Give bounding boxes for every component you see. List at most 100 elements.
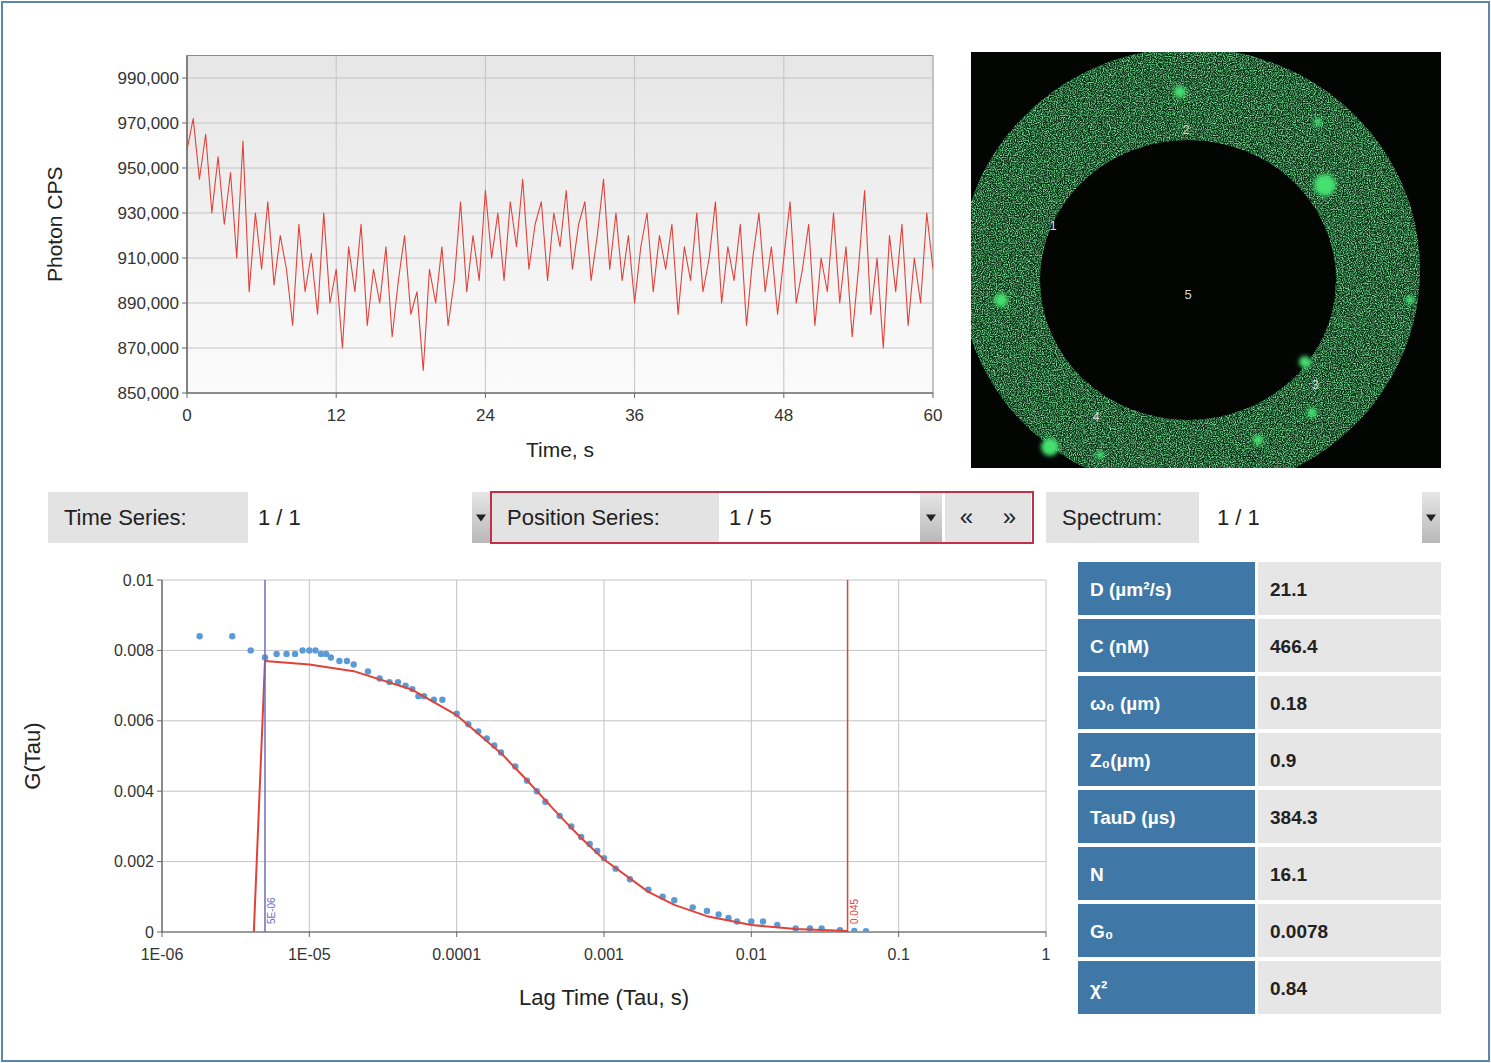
dropdown-value: 1 / 1 <box>258 505 301 530</box>
tick-x <box>336 393 337 398</box>
tick-label-y: 0.008 <box>114 642 154 659</box>
result-value: 0.18 <box>1270 693 1307 714</box>
data-point <box>299 647 305 653</box>
step-buttons-box <box>945 492 1031 543</box>
data-point <box>671 897 677 903</box>
step-button[interactable]: « <box>960 503 973 530</box>
result-value-cell <box>1258 961 1441 1014</box>
dropdown-label-box <box>491 492 719 543</box>
grid-line-x <box>187 56 188 394</box>
tick-x <box>751 932 752 937</box>
tick-x <box>456 932 457 937</box>
tick-label-x: 1E-06 <box>141 946 184 963</box>
data-point <box>365 668 371 674</box>
grid-line-x <box>456 580 457 932</box>
tick-label-y: 930,000 <box>118 204 179 223</box>
bright-spot <box>1253 435 1263 445</box>
tick-x <box>1046 932 1047 937</box>
axis-x <box>162 931 1046 932</box>
grid-line-y <box>187 348 933 349</box>
result-value-cell <box>1258 847 1441 900</box>
tick-y <box>182 348 187 349</box>
result-label-cell <box>1078 676 1255 729</box>
result-value: 0.0078 <box>1270 921 1328 942</box>
data-point <box>229 633 235 639</box>
roi-label: 2 <box>1182 122 1189 137</box>
tick-x <box>309 932 310 937</box>
plot-area <box>187 56 933 394</box>
data-point <box>196 633 202 639</box>
grid-line-y <box>187 213 933 214</box>
grid-line-x <box>933 56 934 394</box>
axis-title-x: Lag Time (Tau, s) <box>519 985 689 1010</box>
data-point <box>328 654 334 660</box>
tick-label-y: 0 <box>145 924 154 941</box>
dropdown-arrow-button[interactable] <box>1422 492 1440 543</box>
tick-label-y: 0.01 <box>123 572 154 589</box>
bright-spot <box>1174 86 1186 98</box>
tick-x <box>634 393 635 398</box>
grid-line-x <box>634 56 635 394</box>
cell-ring-base <box>971 52 1420 468</box>
tick-label-y: 990,000 <box>118 69 179 88</box>
page-border <box>2 2 1489 1061</box>
tick-label-x: 60 <box>924 406 943 425</box>
data-point <box>851 928 857 932</box>
data-point <box>292 651 298 657</box>
grid-line-x <box>309 580 310 932</box>
tick-label-y: 870,000 <box>118 339 179 358</box>
dropdown[interactable]: Time Series:1 / 1 <box>48 492 490 543</box>
tick-y <box>157 720 162 721</box>
dropdown-arrow-button[interactable] <box>920 492 942 543</box>
dropdown-label: Spectrum: <box>1062 505 1162 530</box>
grid-line-x <box>1046 580 1047 932</box>
data-point <box>312 647 318 653</box>
tick-label-x: 1 <box>1042 946 1051 963</box>
roi-label: 5 <box>1184 287 1191 302</box>
result-value: 16.1 <box>1270 864 1307 885</box>
result-value-cell <box>1258 790 1441 843</box>
bright-spot <box>994 293 1008 307</box>
grid-line-x <box>604 580 605 932</box>
bright-spot <box>1096 451 1104 459</box>
axis-y <box>161 580 162 932</box>
cursor-line <box>264 580 266 932</box>
bright-spot <box>1307 408 1317 418</box>
result-value-cell <box>1258 904 1441 957</box>
grid-line-y <box>162 932 1046 933</box>
result-value: 0.84 <box>1270 978 1307 999</box>
tick-label-y: 850,000 <box>118 384 179 403</box>
data-point <box>273 651 279 657</box>
result-label-cell <box>1078 961 1255 1014</box>
tick-y <box>182 78 187 79</box>
step-button[interactable]: » <box>1003 503 1016 530</box>
dropdown[interactable]: Spectrum:1 / 1 <box>1046 492 1440 543</box>
dropdown-label-box <box>48 492 248 543</box>
active-outline <box>491 492 1033 543</box>
data-point <box>715 911 721 917</box>
cursor-line <box>847 580 849 932</box>
dropdown-arrow-button[interactable] <box>472 492 490 543</box>
data-point <box>283 651 289 657</box>
tick-label-x: 36 <box>625 406 644 425</box>
tick-label-x: 0.001 <box>584 946 624 963</box>
axis-title-y: G(Tau) <box>20 722 45 789</box>
bright-spot <box>1406 296 1414 304</box>
result-label: TauD (µs) <box>1090 807 1176 828</box>
chart-1: 00.0020.0040.0060.0080.011E-061E-050.000… <box>20 572 1051 1010</box>
grid-line-y <box>187 168 933 169</box>
tick-x <box>933 393 934 398</box>
cursor-label: 5E-06 <box>266 897 277 924</box>
result-label: C (nM) <box>1090 636 1149 657</box>
tick-y <box>182 393 187 394</box>
tick-label-x: 0 <box>182 406 191 425</box>
dropdown[interactable]: Position Series:1 / 5«» <box>491 492 1033 543</box>
dropdown-arrow <box>926 515 936 522</box>
result-value: 466.4 <box>1270 636 1318 657</box>
tick-label-y: 0.006 <box>114 712 154 729</box>
grid-line-x <box>162 580 163 932</box>
result-label: N <box>1090 864 1104 885</box>
tick-y <box>157 580 162 581</box>
result-value-cell <box>1258 619 1441 672</box>
tick-y <box>157 932 162 933</box>
